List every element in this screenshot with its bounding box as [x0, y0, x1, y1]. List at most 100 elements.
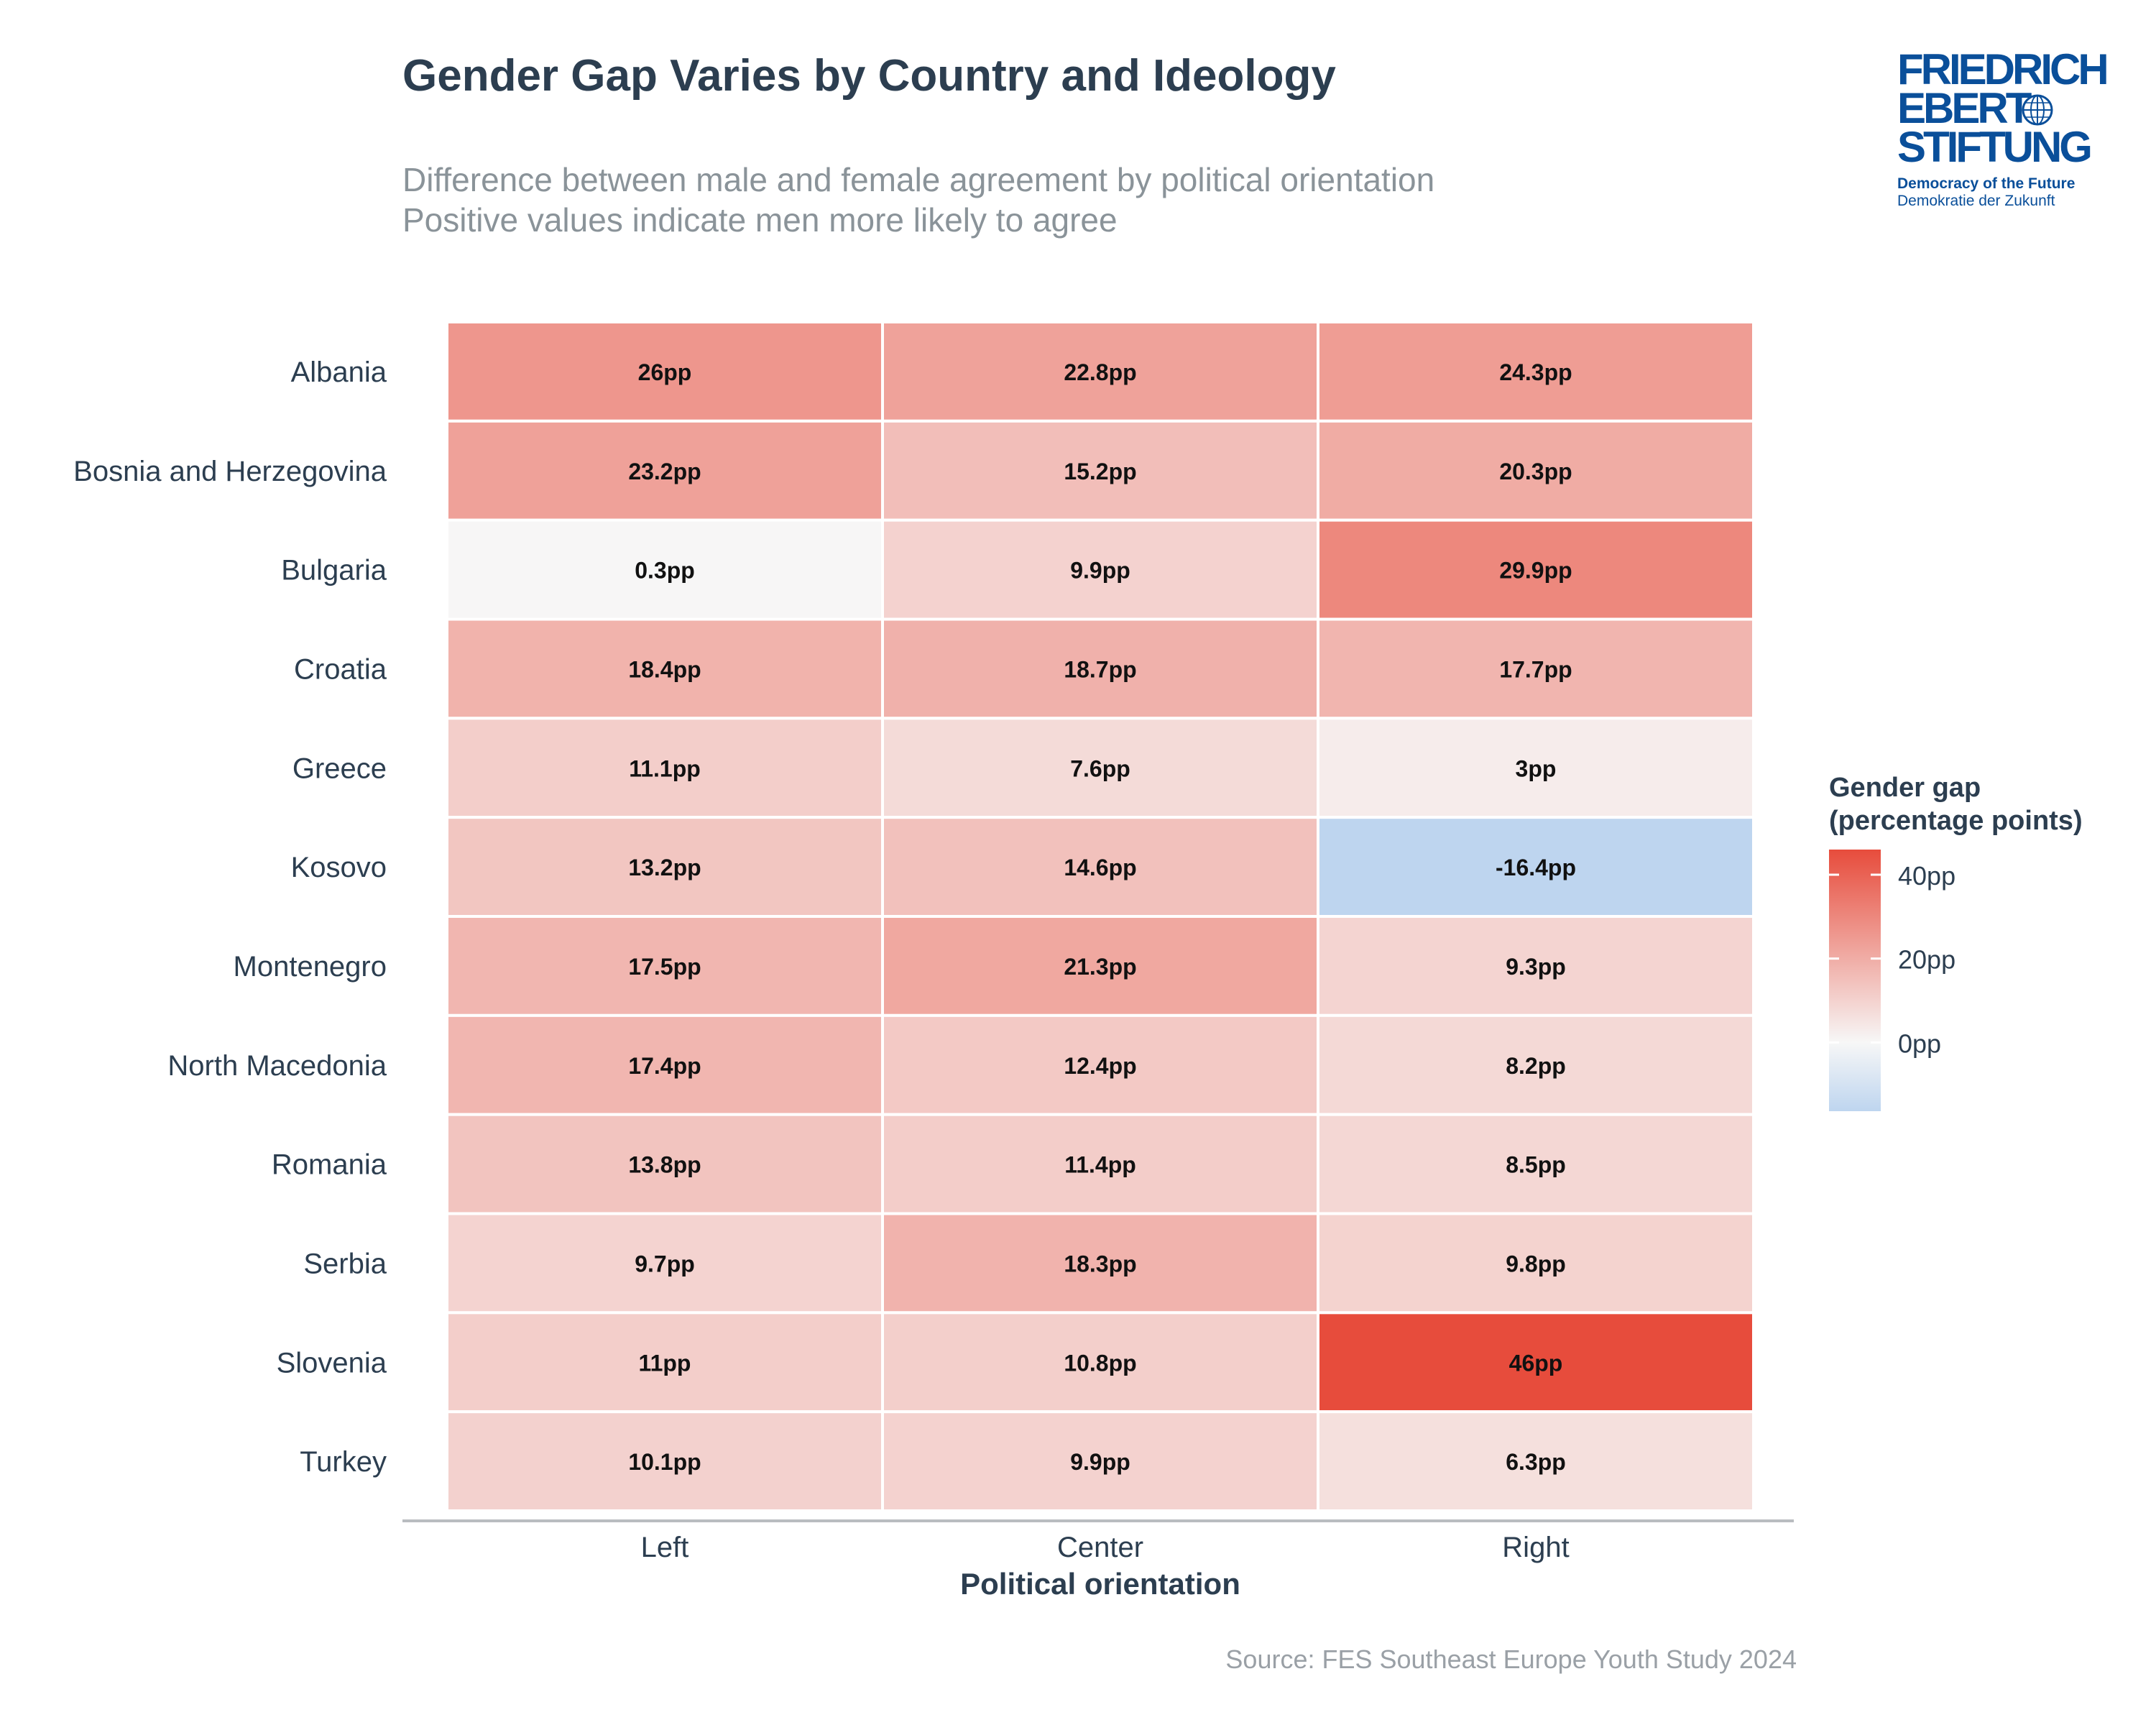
y-axis-tick-labels: Albania Bosnia and Herzegovina Bulgaria Cro…: [73, 356, 387, 1478]
cell-value-label: 17.5pp: [628, 954, 701, 980]
heatmap-cell: [1317, 419, 1755, 522]
y-tick-label: Slovenia: [277, 1347, 387, 1379]
heatmap-cell: [1317, 915, 1755, 1017]
cell-value-label: 24.3pp: [1499, 359, 1572, 385]
cell-value-label: 0.3pp: [635, 558, 695, 584]
heatmap-cell: [881, 717, 1319, 819]
cell-value-label: 9.9pp: [1070, 558, 1130, 584]
heatmap-cell: [446, 1013, 884, 1116]
cell-value-label: 12.4pp: [1064, 1053, 1136, 1079]
cell-value-label: 15.2pp: [1064, 459, 1136, 484]
heatmap-cell: [881, 1410, 1319, 1512]
heatmap-cells: [446, 321, 1755, 1512]
heatmap-cell: [1317, 518, 1755, 621]
y-tick-label: Romania: [272, 1149, 387, 1181]
cell-value-label: 20.3pp: [1499, 459, 1572, 484]
y-tick-label: Croatia: [294, 653, 387, 685]
cell-value-label: 46pp: [1509, 1350, 1563, 1376]
legend-title-line-2: (percentage points): [1829, 806, 2083, 836]
heatmap-cell: [881, 617, 1319, 720]
heatmap-cell: [1317, 1311, 1755, 1414]
cell-value-label: 13.2pp: [628, 855, 701, 880]
logo-tagline-en: Democracy of the Future: [1897, 175, 2076, 192]
subtitle-line-1: Difference between male and female agree…: [402, 161, 1435, 198]
y-tick-label: Bulgaria: [281, 555, 387, 586]
globe-icon: [2022, 94, 2053, 126]
cell-value-label: 11pp: [639, 1350, 691, 1376]
cell-value-label: 9.3pp: [1506, 954, 1566, 980]
heatmap-cell: [881, 1212, 1319, 1315]
cell-value-label: -16.4pp: [1496, 855, 1576, 880]
color-legend: Gender gap (percentage points) 0pp 20pp 40…: [1829, 773, 2083, 1111]
legend-ticks: 0pp 20pp 40pp: [1829, 861, 1955, 1058]
cell-value-label: 17.7pp: [1499, 656, 1572, 682]
source-note: Source: FES Southeast Europe Youth Study…: [1225, 1644, 1797, 1674]
cell-value-label: 22.8pp: [1064, 359, 1136, 385]
heatmap-cell: [1317, 1013, 1755, 1116]
heatmap-cell: [446, 1410, 884, 1512]
heatmap-cell: [881, 321, 1319, 423]
y-tick-label: Greece: [292, 753, 387, 784]
heatmap-cell: [446, 717, 884, 819]
heatmap-cell: [446, 321, 884, 423]
cell-value-label: 11.4pp: [1064, 1152, 1136, 1178]
legend-tick-label: 0pp: [1898, 1029, 1941, 1058]
heatmap-cell: [1317, 1410, 1755, 1512]
heatmap-cell: [1317, 717, 1755, 819]
heatmap-cell-labels: 26pp 22.8pp 24.3pp 23.2pp 15.2pp 20.3pp 0.3pp 9…: [628, 359, 1576, 1475]
y-tick-label: Bosnia and Herzegovina: [73, 456, 387, 487]
cell-value-label: 18.7pp: [1064, 656, 1136, 682]
cell-value-label: 9.8pp: [1506, 1251, 1566, 1276]
heatmap-cell: [1317, 617, 1755, 720]
logo-tagline-de: Demokratie der Zukunft: [1897, 193, 2055, 209]
heatmap-cell: [1317, 1113, 1755, 1215]
x-tick-label: Right: [1502, 1532, 1569, 1563]
fes-logo: FRIEDRICH EBERT STIFTUNG Democracy of th…: [1897, 45, 2113, 230]
heatmap-cell: [1317, 816, 1755, 918]
y-tick-label: Serbia: [303, 1248, 387, 1279]
heatmap-cell: [1317, 1212, 1755, 1315]
heatmap-cell: [446, 617, 884, 720]
x-axis-tick-labels: Left Center Right: [641, 1532, 1570, 1563]
legend-tick-label: 40pp: [1898, 861, 1955, 891]
y-tick-label: Albania: [291, 356, 387, 388]
cell-value-label: 18.4pp: [628, 656, 701, 682]
y-tick-label: North Macedonia: [167, 1050, 387, 1082]
cell-value-label: 14.6pp: [1064, 855, 1136, 880]
cell-value-label: 9.9pp: [1070, 1449, 1130, 1475]
cell-value-label: 21.3pp: [1064, 954, 1136, 980]
chart-title: Gender Gap Varies by Country and Ideolog…: [402, 51, 1336, 101]
cell-value-label: 8.5pp: [1506, 1152, 1566, 1178]
cell-value-label: 26pp: [638, 359, 692, 385]
logo-line-1: FRIEDRICH: [1897, 45, 2109, 93]
cell-value-label: 13.8pp: [628, 1152, 701, 1178]
cell-value-label: 11.1pp: [629, 755, 701, 781]
subtitle-line-2: Positive values indicate men more likely…: [402, 201, 1118, 239]
cell-value-label: 10.8pp: [1064, 1350, 1136, 1376]
x-tick-label: Center: [1057, 1532, 1143, 1563]
cell-value-label: 8.2pp: [1506, 1053, 1566, 1079]
y-tick-label: Montenegro: [234, 951, 387, 983]
logo-line-3: STIFTUNG: [1897, 123, 2093, 171]
cell-value-label: 9.7pp: [635, 1251, 695, 1276]
chart-subtitle: Difference between male and female agree…: [402, 160, 1434, 240]
cell-value-label: 23.2pp: [628, 459, 701, 484]
cell-value-label: 18.3pp: [1064, 1251, 1136, 1276]
legend-color-bar: [1829, 850, 1881, 1111]
legend-title-line-1: Gender gap: [1829, 773, 1981, 803]
heatmap-cell: [881, 915, 1319, 1017]
logo-line-2: EBERT: [1897, 84, 2032, 132]
heatmap-cell: [446, 1212, 884, 1315]
x-axis-title: Political orientation: [960, 1567, 1240, 1601]
cell-value-label: 3pp: [1516, 755, 1557, 781]
cell-value-label: 6.3pp: [1506, 1449, 1566, 1475]
cell-value-label: 10.1pp: [628, 1449, 701, 1475]
cell-value-label: 7.6pp: [1070, 755, 1130, 781]
legend-tick-label: 20pp: [1898, 945, 1955, 975]
x-tick-label: Left: [641, 1532, 689, 1563]
heatmap-cell: [446, 518, 884, 621]
heatmap-cell: [1317, 321, 1755, 423]
cell-value-label: 29.9pp: [1499, 558, 1572, 584]
y-tick-label: Turkey: [300, 1446, 387, 1478]
